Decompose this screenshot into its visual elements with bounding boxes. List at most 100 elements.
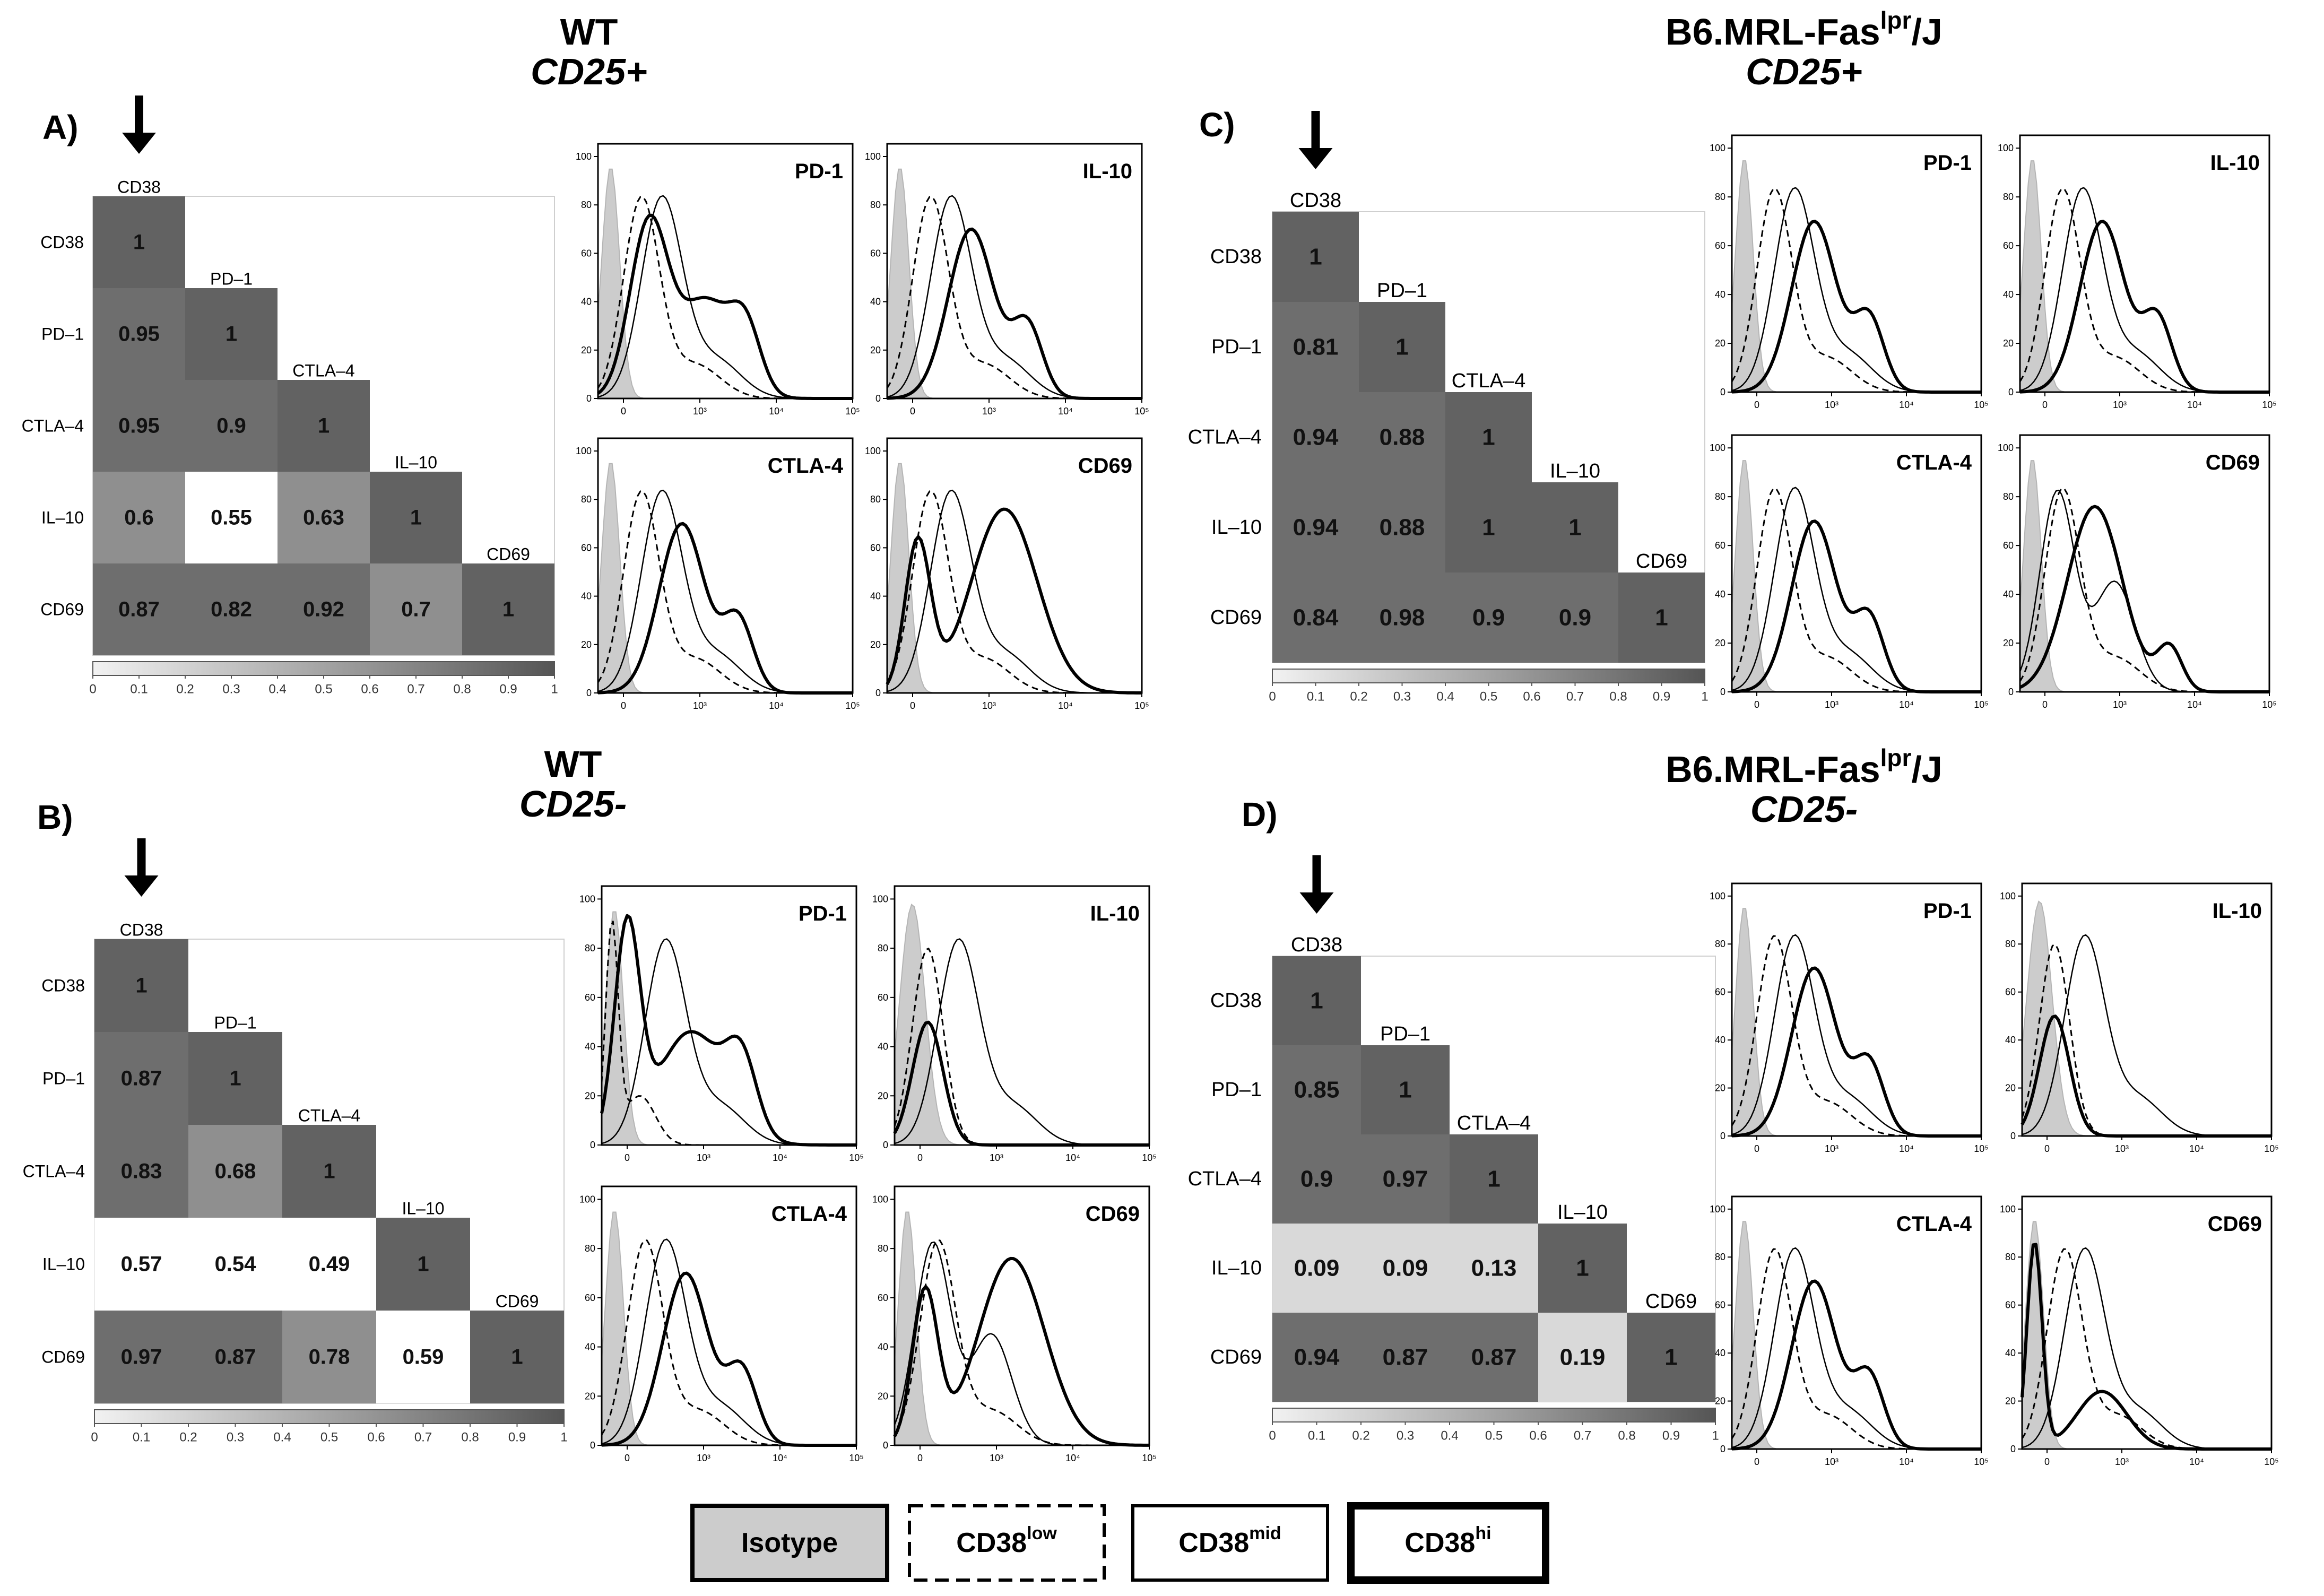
strain-label: B6.MRL-Faslpr/J: [1666, 744, 1943, 790]
heatmap-cell: [1532, 573, 1618, 663]
colorbar-tick-label: 0.3: [1397, 1429, 1414, 1443]
y-tick-label: 100: [865, 446, 881, 456]
y-tick-label: 0: [883, 1440, 888, 1451]
cd38-low-curve: [2021, 1248, 2271, 1450]
cd38-mid-curve: [2019, 489, 2269, 693]
y-tick-label: 100: [2000, 1204, 2016, 1215]
histogram: PD-1 0 20 40 60 80 100 0 10³ 10⁴ 10⁵: [1710, 134, 1989, 410]
cell-value: 1: [502, 598, 514, 621]
cell-value: 1: [1482, 515, 1495, 541]
cell-value: 0.78: [309, 1346, 350, 1369]
colorbar-tick-label: 0.1: [1308, 1429, 1325, 1443]
heatmap-1: B) CD38 CD38 1 PD–1 PD–1 0.87 1 CTLA–4 CTLA–4 0.83…: [23, 798, 568, 1445]
cd38-low-curve: [886, 196, 1142, 400]
heatmap-cell: [1361, 1045, 1450, 1134]
y-tick-label: 60: [878, 1293, 888, 1303]
row-label: CTLA–4: [1188, 1168, 1262, 1190]
heatmap-cell: [185, 563, 278, 655]
isotype-curve: [1731, 160, 1981, 393]
cell-value: 0.85: [1294, 1077, 1340, 1103]
histogram-frame: [601, 885, 857, 1146]
cell-value: 1: [1482, 424, 1495, 450]
heatmap-cell: [93, 196, 185, 288]
y-tick-label: 60: [585, 1293, 595, 1303]
heatmap-cell: [1359, 482, 1445, 573]
cd38-hi-curve: [1731, 220, 1981, 394]
y-tick-label: 80: [2003, 491, 2014, 502]
histogram-frame: [2019, 134, 2270, 393]
colorbar-tick-label: 0.7: [1566, 690, 1584, 704]
cell-value: 1: [229, 1067, 241, 1090]
colorbar-tick-label: 0.2: [176, 682, 194, 697]
y-tick-label: 80: [1715, 491, 1725, 502]
cell-value: 0.87: [1471, 1345, 1517, 1371]
cd38-hi-curve: [1731, 966, 1981, 1138]
heatmap-cell: [1538, 1224, 1627, 1313]
histogram-label: IL-10: [2210, 151, 2260, 175]
heatmap-cell: [1272, 573, 1359, 663]
x-tick-label: 10³: [1825, 1456, 1839, 1467]
y-tick-label: 40: [1715, 1348, 1725, 1358]
y-tick-label: 20: [878, 1391, 888, 1401]
colorbar-tick-label: 0: [89, 682, 96, 697]
y-tick-label: 60: [878, 992, 888, 1003]
cd38-low-curve: [894, 948, 1149, 1146]
heatmap-cell: [1272, 1224, 1361, 1313]
row-label: CD69: [1210, 606, 1262, 629]
isotype-curve: [597, 463, 853, 693]
subset-label: CD25-: [1750, 788, 1858, 830]
colorbar-tick-label: 0.4: [273, 1430, 291, 1445]
panel-letter: C): [1199, 106, 1235, 144]
colorbar-tick-label: 0.8: [461, 1430, 479, 1445]
histogram-label: CD69: [2208, 1212, 2262, 1236]
colorbar: [1272, 1408, 1716, 1422]
y-tick-label: 100: [1710, 891, 1725, 901]
y-tick-label: 20: [1715, 638, 1725, 648]
x-tick-label: 10⁵: [845, 700, 860, 711]
y-tick-label: 40: [870, 297, 881, 307]
histogram-frame: [1731, 882, 1982, 1137]
row-label: CTLA–4: [1188, 426, 1262, 448]
heatmap-cell: [188, 1218, 282, 1311]
x-tick-label: 10³: [697, 1453, 710, 1463]
y-tick-label: 100: [576, 151, 592, 162]
y-tick-label: 20: [581, 345, 592, 355]
x-tick-label: 10⁵: [1974, 400, 1988, 410]
column-label: CD38: [117, 177, 161, 196]
subset-label: CD25+: [531, 51, 647, 92]
x-tick-label: 0: [1754, 699, 1759, 710]
y-tick-label: 80: [585, 943, 595, 953]
y-tick-label: 40: [2005, 1348, 2016, 1358]
x-tick-label: 10³: [1825, 400, 1839, 410]
row-label: IL–10: [1211, 516, 1262, 539]
y-tick-label: 0: [2008, 387, 2014, 397]
y-tick-label: 40: [2005, 1035, 2016, 1045]
colorbar-tick-label: 0: [1269, 1429, 1276, 1443]
heatmap-cell: [93, 472, 185, 563]
column-label: CD38: [120, 920, 163, 939]
x-tick-label: 10⁴: [2189, 1143, 2204, 1154]
y-tick-label: 0: [875, 393, 881, 404]
x-tick-label: 0: [2044, 1456, 2050, 1467]
histogram: PD-1 0 20 40 60 80 100 0 10³ 10⁴ 10⁵: [1710, 882, 1989, 1154]
heatmap-cell: [282, 1125, 376, 1218]
y-tick-label: 60: [1715, 987, 1725, 998]
x-tick-label: 10⁴: [769, 406, 784, 417]
cell-value: 1: [133, 231, 145, 254]
cell-value: 1: [226, 323, 237, 346]
cd38-mid-curve: [887, 195, 1142, 400]
histogram: CTLA-4 0 20 40 60 80 100 0 10³ 10⁴ 10⁵: [579, 1185, 864, 1463]
colorbar: [94, 1409, 565, 1424]
cd38-hi-curve: [887, 227, 1142, 400]
colorbar: [1272, 669, 1705, 683]
heatmap-cell: [185, 288, 278, 380]
colorbar-tick-label: 0.3: [222, 682, 240, 697]
cell-value: 1: [1399, 1077, 1411, 1103]
cell-value: 0.81: [1293, 334, 1339, 360]
y-tick-label: 80: [2003, 192, 2014, 202]
colorbar-tick-label: 0.6: [367, 1430, 385, 1445]
cell-value: 0.87: [215, 1346, 256, 1369]
cd38-mid-curve: [601, 1238, 856, 1446]
cell-value: 0.82: [211, 598, 252, 621]
isotype-curve: [597, 168, 853, 399]
